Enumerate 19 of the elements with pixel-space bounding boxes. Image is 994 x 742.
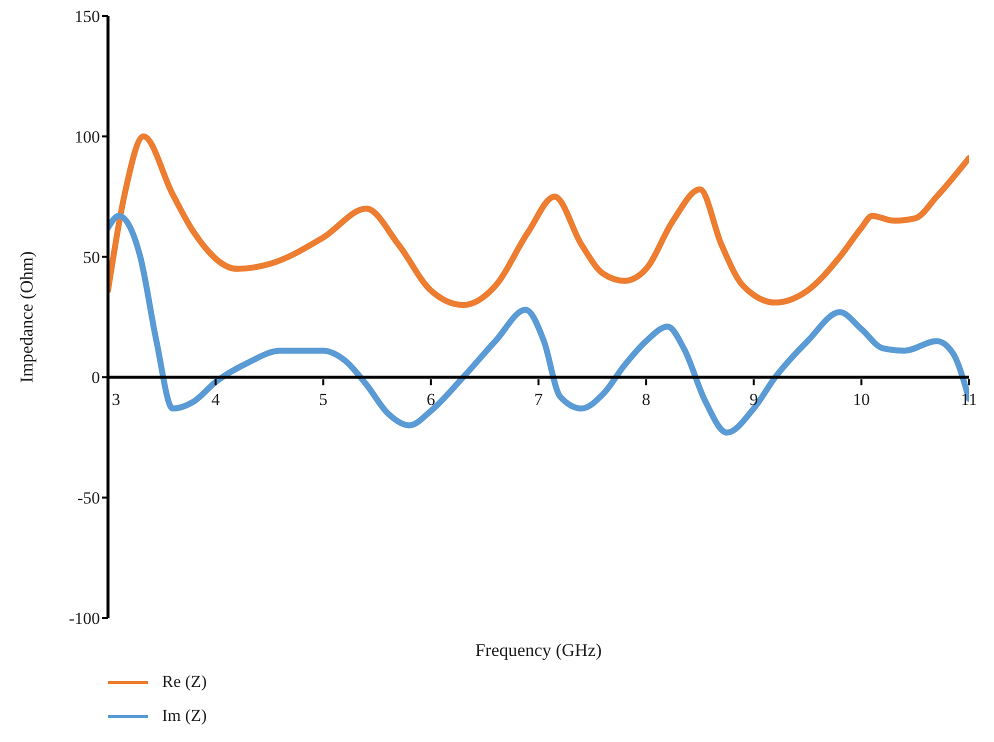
y-tick-label: -100 xyxy=(68,609,100,628)
y-tick-label: -50 xyxy=(77,488,100,508)
x-tick-label: 5 xyxy=(319,390,328,410)
y-axis-title: Impedance (Ohm) xyxy=(16,251,36,383)
x-tick-label: 9 xyxy=(750,390,758,410)
x-tick-label: 7 xyxy=(534,390,544,410)
legend-label: Im (Z) xyxy=(162,706,207,726)
x-tick-label: 10 xyxy=(852,390,870,410)
legend-label: Re (Z) xyxy=(162,672,207,692)
y-tick-label: 0 xyxy=(92,368,100,388)
x-tick-label: 6 xyxy=(426,390,436,410)
x-tick-label: 3 xyxy=(112,390,120,410)
x-tick-label: 4 xyxy=(211,390,220,410)
x-tick-label: 8 xyxy=(642,390,650,410)
x-axis-title: Frequency (GHz) xyxy=(475,640,602,660)
y-tick-label: 50 xyxy=(83,248,100,267)
y-tick-label: 100 xyxy=(74,127,100,146)
y-tick-label: 150 xyxy=(74,7,100,26)
x-tick-label: 11 xyxy=(960,390,978,410)
